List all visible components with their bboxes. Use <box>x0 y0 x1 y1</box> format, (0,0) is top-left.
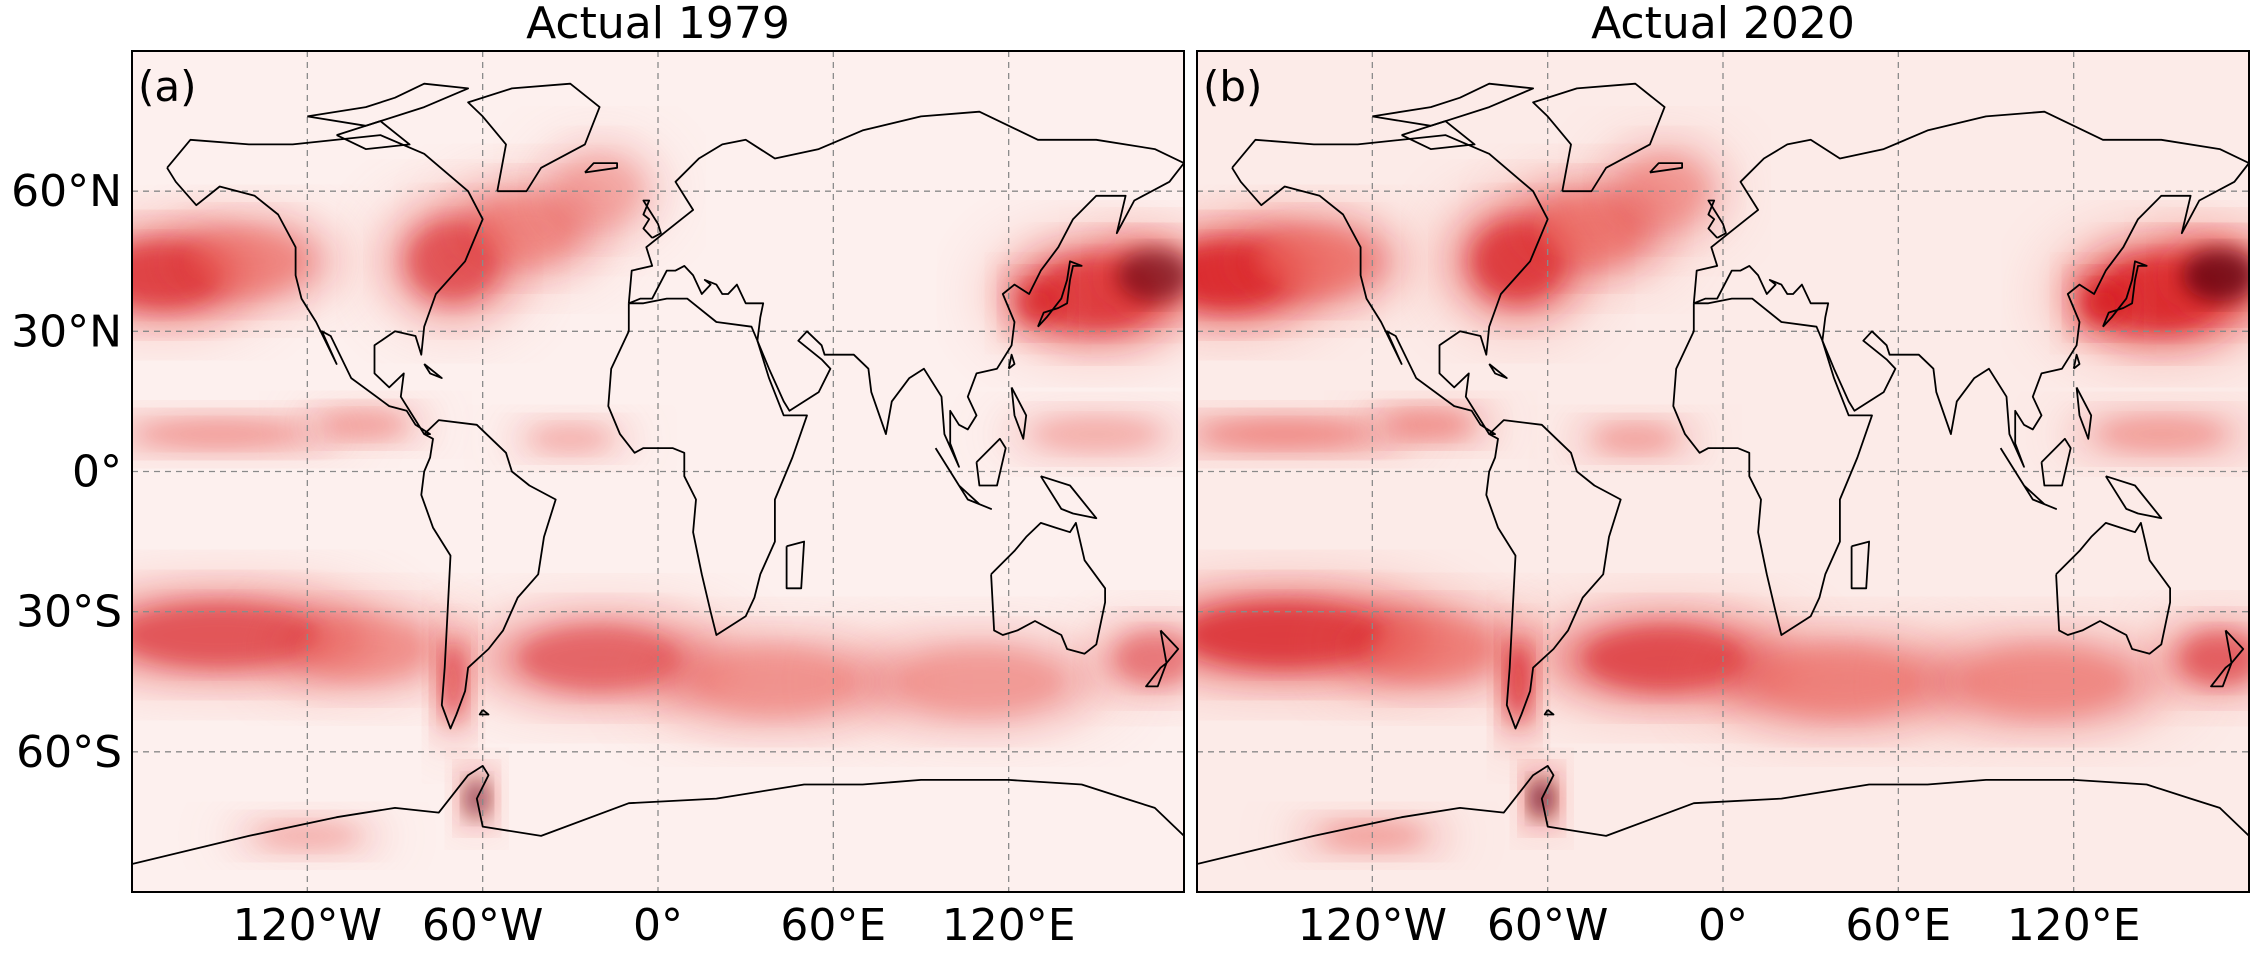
density-blob <box>441 642 466 721</box>
panel-b: Actual 2020 (b) 120°W 60°W 0° 60°E 120°E <box>1196 0 2250 951</box>
coastline <box>1040 475 1098 520</box>
coastlines <box>132 82 1184 865</box>
coastline <box>1231 134 1549 435</box>
coastline <box>2055 522 2171 655</box>
lat-tick-label: 30°N <box>11 306 122 357</box>
map-field <box>1197 51 2249 892</box>
graticule <box>132 51 1184 892</box>
density-blob <box>191 231 307 291</box>
lat-tick-labels: 60°N 30°N 0° 30°S 60°S <box>11 166 122 778</box>
coastline <box>2040 437 2072 487</box>
lat-tick-label: 30°S <box>16 587 122 638</box>
coastline <box>2075 386 2093 440</box>
lat-tick-label: 60°N <box>11 166 122 217</box>
coastline <box>2072 353 2081 370</box>
density-blob <box>693 649 857 715</box>
lon-tick-label: 120°E <box>942 900 1076 951</box>
coastline <box>1999 447 2057 510</box>
coastline <box>1543 709 1555 716</box>
coastline <box>420 419 557 730</box>
lon-tick-label: 120°E <box>2007 900 2141 951</box>
density-blob <box>324 411 407 438</box>
density-blob <box>2099 417 2223 451</box>
lon-tick-label: 60°E <box>780 900 886 951</box>
density-blob <box>1962 649 2127 715</box>
map-frame <box>1196 50 2250 893</box>
coastline <box>132 765 1184 865</box>
lat-tick-label: 60°S <box>16 727 122 778</box>
coastline <box>975 437 1007 487</box>
lon-tick-labels: 120°W 60°W 0° 60°E 120°E <box>1298 900 2141 951</box>
panel-a: Actual 1979 (a) 60°N 30°N 0° 30°S 60°S 120°W… <box>11 0 1185 951</box>
density-blob <box>137 421 302 448</box>
coastline <box>607 297 808 636</box>
density-blob <box>1369 619 1493 679</box>
density-blob <box>1506 642 1531 721</box>
coastline <box>307 82 469 127</box>
density-blob <box>1202 421 1367 448</box>
coastline <box>423 363 443 379</box>
density-blob <box>529 425 612 452</box>
coastline <box>1692 110 2249 468</box>
coastline <box>584 162 618 174</box>
coastline <box>642 199 662 239</box>
coastline <box>2102 260 2148 328</box>
density-blob <box>1594 425 1677 452</box>
density-blob <box>2178 632 2249 685</box>
density-blob <box>2182 249 2249 302</box>
panel-title: Actual 2020 <box>1591 0 1855 49</box>
density-blob <box>304 619 428 679</box>
density-blob <box>1758 649 1922 715</box>
panel-label: (a) <box>138 62 197 111</box>
coastline <box>1037 260 1083 328</box>
lon-tick-label: 0° <box>633 900 683 951</box>
lon-tick-labels: 120°W 60°W 0° 60°E 120°E <box>233 900 1076 951</box>
panel-label: (b) <box>1203 62 1262 111</box>
lon-tick-label: 60°W <box>1487 900 1609 951</box>
coastline <box>934 447 992 510</box>
coastline <box>1672 297 1873 636</box>
coastline <box>785 540 805 590</box>
coastline <box>2210 662 2233 688</box>
coastline <box>2224 629 2245 664</box>
lon-tick-label: 120°W <box>233 900 383 951</box>
coastlines <box>1197 82 2249 865</box>
lon-tick-label: 120°W <box>1298 900 1448 951</box>
coastline <box>1010 386 1028 440</box>
density-blob <box>897 649 1062 715</box>
coastline <box>1007 353 1016 370</box>
map-field <box>132 51 1184 892</box>
coastline <box>1532 82 1666 193</box>
coastline <box>467 82 601 193</box>
coastline <box>2105 475 2163 520</box>
density-blob <box>1389 411 1472 438</box>
lon-tick-label: 0° <box>1698 900 1748 951</box>
coastline <box>627 110 1184 468</box>
lon-tick-label: 60°E <box>1845 900 1951 951</box>
panel-title: Actual 1979 <box>526 0 790 49</box>
map-frame <box>131 50 1185 893</box>
coastline <box>478 709 490 716</box>
density-blob <box>1113 632 1184 685</box>
lat-tick-label: 0° <box>72 447 122 498</box>
coastline <box>1649 162 1683 174</box>
coastline <box>1488 363 1508 379</box>
lon-tick-label: 60°W <box>422 900 544 951</box>
coastline <box>1372 82 1534 127</box>
coastline <box>1850 540 1870 590</box>
coastline <box>1145 662 1168 688</box>
coastline <box>1707 199 1727 239</box>
graticule <box>1197 51 2249 892</box>
density-blob <box>1117 249 1184 302</box>
coastline <box>990 522 1106 655</box>
coastline <box>166 134 484 435</box>
coastline <box>1159 629 1180 664</box>
coastline <box>1485 419 1622 730</box>
coastline <box>1197 765 2249 865</box>
density-blob <box>1256 231 1372 291</box>
density-blob <box>1034 417 1158 451</box>
